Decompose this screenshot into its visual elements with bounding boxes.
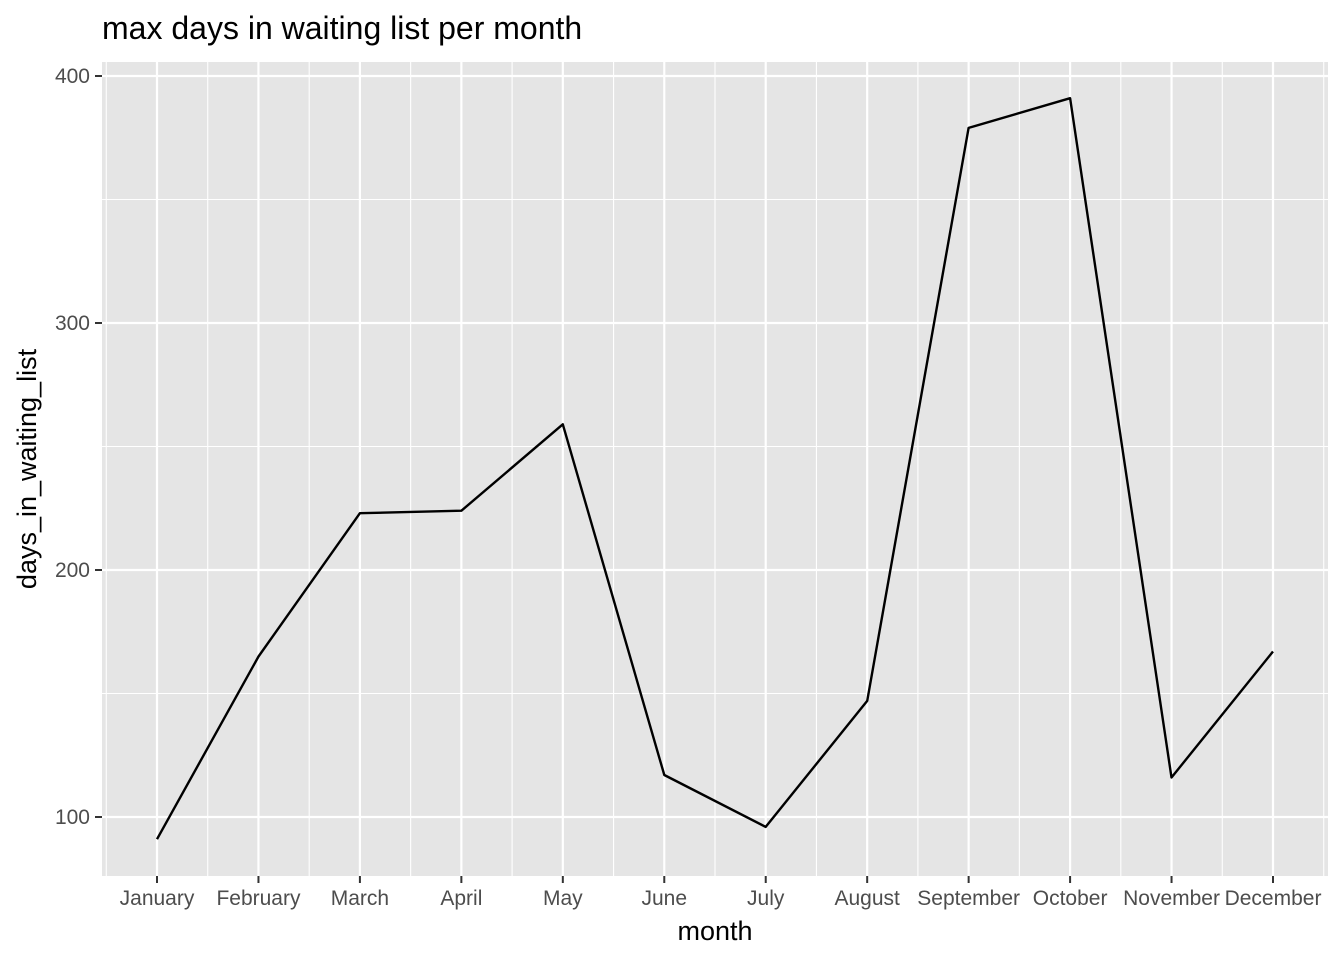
y-tick-label: 300 bbox=[55, 312, 90, 335]
x-tick-label: February bbox=[216, 887, 301, 910]
x-tick-label: June bbox=[641, 887, 687, 910]
x-tick-label: September bbox=[917, 887, 1020, 910]
y-axis-title: days_in_waiting_list bbox=[12, 348, 42, 589]
y-tick-label: 100 bbox=[55, 806, 90, 829]
series-line bbox=[155, 96, 1274, 840]
x-axis-title: month bbox=[677, 916, 752, 946]
x-tick-label: August bbox=[834, 887, 900, 910]
y-tick-label: 400 bbox=[55, 65, 90, 88]
x-axis: January February March April May June July Augu… bbox=[120, 876, 1322, 910]
chart-title: max days in waiting list per month bbox=[102, 10, 582, 46]
minor-gridlines bbox=[102, 62, 1328, 876]
major-gridlines bbox=[102, 62, 1328, 876]
y-tick-label: 200 bbox=[55, 559, 90, 582]
x-tick-label: March bbox=[331, 887, 389, 910]
x-tick-label: October bbox=[1033, 887, 1108, 910]
x-tick-label: May bbox=[543, 887, 583, 910]
x-tick-label: April bbox=[440, 887, 482, 910]
x-tick-label: November bbox=[1123, 887, 1220, 910]
y-axis: 100 200 300 400 bbox=[55, 65, 102, 829]
x-tick-label: January bbox=[120, 887, 195, 910]
x-tick-label: December bbox=[1225, 887, 1322, 910]
series-group bbox=[155, 96, 1274, 840]
x-tick-label: July bbox=[747, 887, 785, 910]
